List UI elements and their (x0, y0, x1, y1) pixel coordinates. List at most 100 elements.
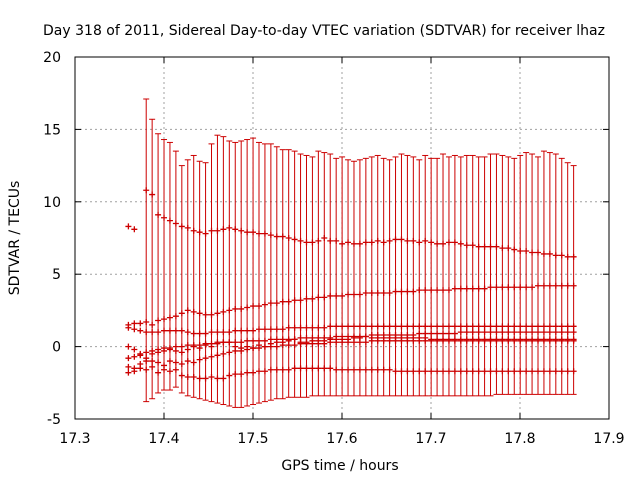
marker-upper (350, 240, 357, 247)
marker-middle (155, 329, 162, 336)
marker-scatter-b (161, 362, 168, 369)
marker-scatter-a (190, 343, 197, 350)
marker-middle (261, 326, 268, 333)
marker-lower (380, 366, 387, 373)
marker-lower-mid (469, 329, 476, 336)
marker-upper-mid (155, 317, 162, 324)
marker-lower (178, 372, 185, 379)
marker-lower (552, 368, 559, 375)
marker-middle (149, 329, 156, 336)
y-tick-label: 20 (43, 50, 61, 66)
marker-scatter-a (226, 339, 233, 346)
marker-scatter-b (285, 342, 292, 349)
marker-lower (315, 365, 322, 372)
marker-lower (143, 366, 150, 373)
marker-middle (291, 324, 298, 331)
marker-lower (529, 368, 536, 375)
marker-upper-mid (469, 285, 476, 292)
marker-upper (244, 229, 251, 236)
x-tick-label: 17.3 (59, 431, 90, 447)
marker-lower-mid (487, 329, 494, 336)
marker-lower (428, 368, 435, 375)
axis-ticks (74, 56, 610, 420)
marker-upper-mid (161, 316, 168, 323)
marker-upper-mid (493, 284, 500, 291)
marker-scatter-a (178, 349, 185, 356)
marker-scatter-b (529, 337, 536, 344)
marker-upper (232, 226, 239, 233)
marker-lower (469, 368, 476, 375)
marker-upper (368, 239, 375, 246)
marker-lower-mid (445, 330, 452, 337)
marker-middle (315, 324, 322, 331)
marker-lower (546, 368, 553, 375)
marker-middle (416, 323, 423, 330)
marker-scatter-a (131, 346, 138, 353)
marker-upper (214, 227, 221, 234)
marker-middle (137, 327, 144, 334)
marker-scatter-b (558, 337, 565, 344)
marker-upper-mid (309, 295, 316, 302)
marker-middle (475, 323, 482, 330)
marker-upper-mid (434, 287, 441, 294)
marker-upper (315, 237, 322, 244)
marker-middle (143, 329, 150, 336)
marker-upper-mid (523, 284, 530, 291)
data-markers (125, 187, 577, 382)
marker-upper-mid (250, 303, 257, 310)
marker-scatter-b (267, 343, 274, 350)
marker-lower (398, 368, 405, 375)
marker-upper (552, 252, 559, 259)
marker-upper (190, 227, 197, 234)
marker-scatter-b (202, 355, 209, 362)
marker-middle (279, 326, 286, 333)
marker-upper-mid (463, 285, 470, 292)
marker-scatter-b (540, 337, 547, 344)
marker-middle (529, 323, 536, 330)
marker-scatter-b (149, 358, 156, 365)
marker-upper (416, 239, 423, 246)
marker-upper-mid (380, 290, 387, 297)
marker-scatter-b (226, 349, 233, 356)
marker-upper (255, 230, 262, 237)
marker-lower-mid (529, 329, 536, 336)
marker-scatter-a (208, 343, 215, 350)
marker-upper (428, 239, 435, 246)
marker-lower (362, 366, 369, 373)
marker-lower-mid (244, 337, 251, 344)
marker-scatter-b (196, 356, 203, 363)
marker-middle (339, 323, 346, 330)
marker-lower (261, 368, 268, 375)
marker-scatter-b (374, 337, 381, 344)
marker-upper (362, 239, 369, 246)
x-tick-label: 17.4 (148, 431, 179, 447)
marker-lower (297, 365, 304, 372)
marker-middle (356, 323, 363, 330)
marker-scatter-b (291, 342, 298, 349)
marker-lower (564, 368, 571, 375)
marker-middle (255, 326, 262, 333)
marker-upper-mid (261, 301, 268, 308)
marker-middle (487, 323, 494, 330)
marker-upper (208, 227, 215, 234)
marker-middle (380, 323, 387, 330)
marker-middle (540, 323, 547, 330)
marker-scatter-a (184, 346, 191, 353)
marker-lower (238, 371, 245, 378)
marker-lower (392, 368, 399, 375)
marker-middle (517, 323, 524, 330)
marker-lower (125, 369, 132, 376)
marker-upper (523, 248, 530, 255)
marker-middle (546, 323, 553, 330)
marker-scatter-b (517, 337, 524, 344)
marker-middle (184, 329, 191, 336)
marker-middle (214, 329, 221, 336)
marker-scatter-b (505, 337, 512, 344)
marker-middle (208, 329, 215, 336)
x-tick-label: 17.8 (504, 431, 535, 447)
y-tick-label: 0 (52, 340, 61, 356)
marker-upper-mid (178, 310, 185, 317)
marker-scatter-a (166, 346, 173, 353)
marker-upper (440, 240, 447, 247)
marker-lower (451, 368, 458, 375)
